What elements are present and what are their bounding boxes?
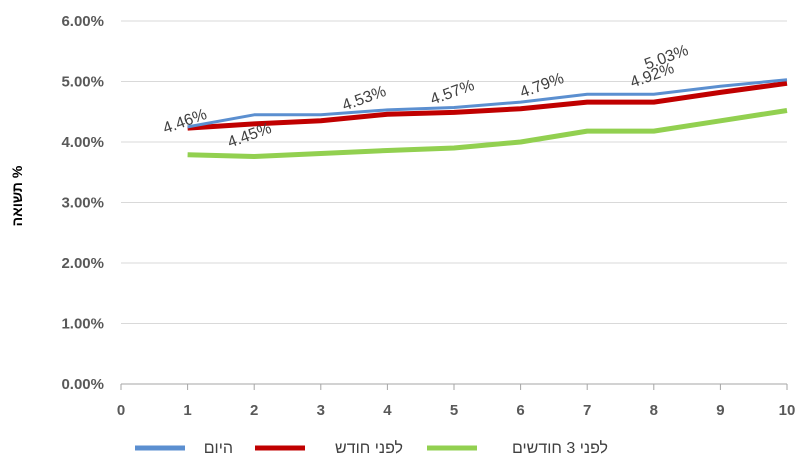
series-line bbox=[187, 78, 788, 129]
x-tick-label: 9 bbox=[716, 402, 724, 419]
series-lines bbox=[187, 78, 788, 159]
x-tick-label: 10 bbox=[779, 402, 796, 419]
legend-label: לפני 3 חודשים bbox=[512, 439, 608, 456]
x-tick-labels: 0 1 2 3 4 5 6 7 8 9 10 bbox=[117, 402, 796, 419]
series-line bbox=[187, 80, 788, 131]
legend-label: היום bbox=[204, 440, 233, 456]
y-axis-label: תשואה % bbox=[9, 165, 25, 226]
x-tick-label: 7 bbox=[583, 402, 591, 419]
y-tick-label: 1.00% bbox=[61, 316, 104, 333]
data-label: 4.46% bbox=[161, 106, 209, 137]
legend: היום לפני חודש לפני 3 חודשים bbox=[135, 439, 608, 456]
y-tick-label: 2.00% bbox=[61, 255, 104, 272]
y-tick-label: 3.00% bbox=[61, 195, 104, 212]
legend-label: לפני חודש bbox=[335, 439, 403, 456]
y-tick-label: 6.00% bbox=[61, 13, 104, 30]
x-tick-label: 1 bbox=[183, 402, 191, 419]
x-tick-label: 3 bbox=[317, 402, 325, 419]
x-tick-label: 5 bbox=[450, 402, 458, 419]
x-tick-label: 6 bbox=[516, 402, 524, 419]
x-tick-label: 0 bbox=[117, 402, 125, 419]
data-labels: 4.46% 4.45%4.53% 4.57% 4.79% 4.92%5.03% bbox=[161, 42, 691, 151]
y-tick-label: 5.00% bbox=[61, 74, 104, 91]
y-tick-label: 0.00% bbox=[61, 376, 104, 393]
gridlines bbox=[121, 20, 787, 324]
y-tick-labels: 0.00% 1.00% 2.00% 3.00% 4.00% 5.00% 6.00% bbox=[61, 13, 104, 393]
x-tick-label: 2 bbox=[250, 402, 258, 419]
x-tick-label: 4 bbox=[383, 402, 392, 419]
series-line bbox=[187, 108, 788, 159]
x-tick-label: 8 bbox=[650, 402, 658, 419]
axes bbox=[120, 383, 788, 390]
y-tick-label: 4.00% bbox=[61, 134, 104, 151]
